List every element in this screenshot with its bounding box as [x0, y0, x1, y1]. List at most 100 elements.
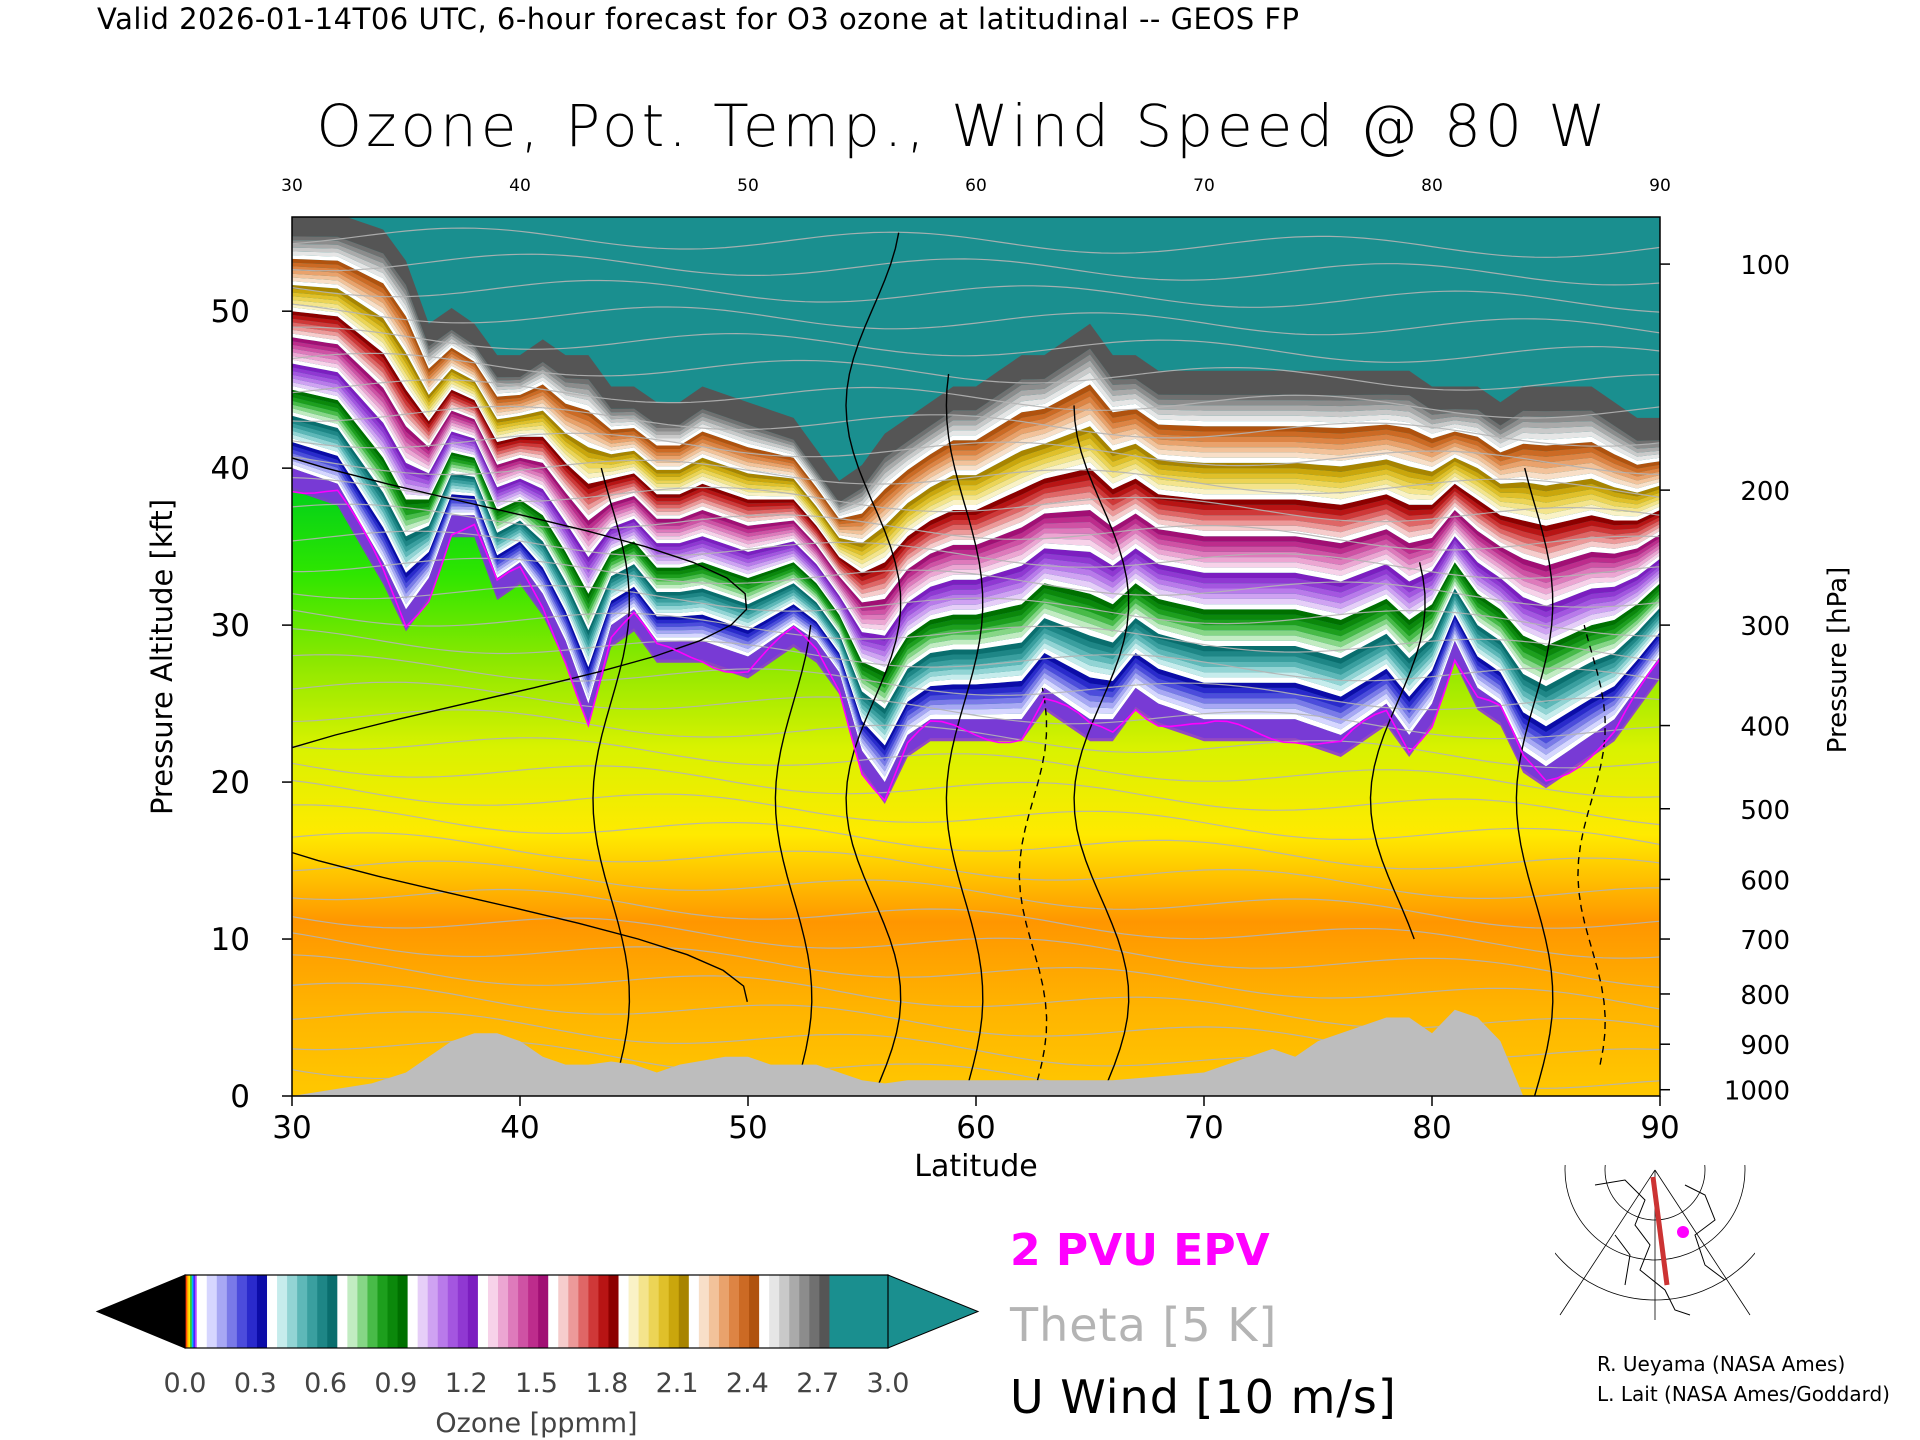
colorbar-swatch	[367, 1275, 379, 1348]
colorbar-swatch	[287, 1275, 298, 1348]
pressure-label: 200	[1740, 477, 1790, 507]
top-tick-label: 40	[509, 176, 531, 196]
colorbar-swatch	[779, 1275, 790, 1348]
colorbar-swatch	[186, 1275, 189, 1348]
colorbar-under-arrow	[95, 1274, 186, 1349]
colorbar-swatch	[246, 1275, 258, 1348]
colorbar-swatch	[437, 1275, 449, 1348]
colorbar-swatch	[447, 1275, 459, 1348]
colorbar-swatch	[337, 1275, 348, 1348]
legend-u-wind: U Wind [10 m/s]	[1010, 1370, 1397, 1424]
pvu-contour	[292, 489, 1660, 802]
u-wind-contour	[1073, 405, 1130, 1096]
colorbar-tick-label: 2.7	[796, 1368, 839, 1399]
colorbar-label: Ozone [ppmm]	[435, 1408, 637, 1439]
ozone-band	[292, 449, 1660, 762]
colorbar-swatch	[558, 1275, 569, 1348]
colorbar-swatch	[357, 1275, 369, 1348]
theta-contour	[292, 432, 1660, 475]
y-axis-label: Pressure Altitude [kft]	[145, 499, 179, 815]
theta-contour	[292, 888, 1660, 959]
theta-contour	[292, 503, 1660, 551]
surface-terrain	[292, 1009, 1524, 1096]
pressure-label: 700	[1740, 926, 1790, 956]
u-wind-contour	[1515, 467, 1554, 1096]
ozone-band	[292, 464, 1660, 783]
colorbar-swatch	[216, 1275, 228, 1348]
colorbar-swatch	[518, 1275, 529, 1348]
colorbar-swatch	[417, 1275, 429, 1348]
colorbar-swatch	[387, 1275, 399, 1348]
theta-contour	[292, 737, 1660, 798]
troposphere-ozone	[292, 487, 1660, 1096]
colorbar-swatch	[628, 1275, 640, 1348]
top-tick-label: 50	[737, 176, 759, 196]
theta-contour	[292, 557, 1660, 608]
y-tick-label: 0	[230, 1079, 250, 1115]
colorbar-swatch	[191, 1275, 194, 1348]
colorbar-swatch	[809, 1275, 820, 1348]
polar-map-icon	[1555, 1165, 1755, 1320]
colorbar-swatch	[789, 1275, 800, 1348]
colorbar-swatch	[236, 1275, 248, 1348]
colorbar-swatch	[407, 1275, 419, 1348]
pressure-label: 1000	[1724, 1077, 1790, 1107]
pressure-label: 100	[1740, 251, 1790, 281]
ozone-band	[292, 322, 1660, 590]
colorbar-swatch	[190, 1275, 193, 1348]
colorbar-swatch	[256, 1275, 268, 1348]
theta-contour	[292, 405, 1660, 447]
colorbar-swatch	[769, 1275, 780, 1348]
y-tick-label: 40	[211, 451, 250, 487]
x-tick-label: 50	[728, 1110, 767, 1146]
theta-contour	[292, 779, 1660, 846]
colorbar-swatch	[688, 1275, 700, 1348]
x-tick-label: 80	[1412, 1110, 1451, 1146]
pressure-label: 600	[1740, 866, 1790, 896]
colorbar-tick-label: 1.5	[515, 1368, 558, 1399]
colorbar-swatch	[578, 1275, 589, 1348]
legend-pvu-epv: 2 PVU EPV	[1010, 1225, 1270, 1276]
u-wind-contour	[845, 232, 902, 1096]
map-meridian	[1654, 1169, 1751, 1316]
theta-contour	[292, 477, 1660, 523]
theta-contour	[292, 762, 1660, 826]
x-tick-label: 70	[1184, 1110, 1223, 1146]
ozone-band	[292, 329, 1660, 599]
tropopause-layer	[292, 468, 1660, 804]
colorbar-swatch	[195, 1275, 198, 1348]
colorbar-tick-label: 0.3	[234, 1368, 277, 1399]
colorbar-swatch	[327, 1275, 338, 1348]
colorbar-swatch	[397, 1275, 409, 1348]
colorbar-swatch	[759, 1275, 770, 1348]
top-tick-label: 60	[965, 176, 987, 196]
theta-contour	[292, 456, 1660, 498]
ozone-band	[292, 430, 1660, 735]
theta-contour	[292, 654, 1660, 711]
theta-contour	[292, 585, 1660, 637]
colorbar-swatch	[618, 1275, 630, 1348]
theta-contour	[292, 609, 1660, 662]
ozone-band	[292, 445, 1660, 756]
top-tick-label: 30	[281, 176, 303, 196]
colorbar-swatch	[307, 1275, 318, 1348]
y-tick-label: 50	[211, 294, 250, 330]
theta-contour	[292, 860, 1660, 929]
u-wind-contour	[1369, 562, 1426, 940]
y2-axis-label: Pressure [hPa]	[1823, 567, 1853, 754]
colorbar-swatch	[608, 1275, 620, 1348]
map-meridian	[1559, 1169, 1656, 1316]
pressure-label: 400	[1740, 713, 1790, 743]
y-tick-label: 30	[211, 608, 250, 644]
colorbar-tick-label: 1.8	[585, 1368, 628, 1399]
colorbar-over-arrow	[887, 1274, 980, 1349]
map-coastlines	[1594, 1179, 1726, 1316]
colorbar-swatch	[196, 1275, 208, 1348]
ozone-band	[292, 442, 1660, 751]
colorbar-swatch	[749, 1275, 760, 1348]
x-tick-label: 90	[1640, 1110, 1679, 1146]
pressure-label: 300	[1740, 612, 1790, 642]
ozone-band	[292, 415, 1660, 715]
u-wind-contour-negative	[1018, 687, 1048, 1081]
